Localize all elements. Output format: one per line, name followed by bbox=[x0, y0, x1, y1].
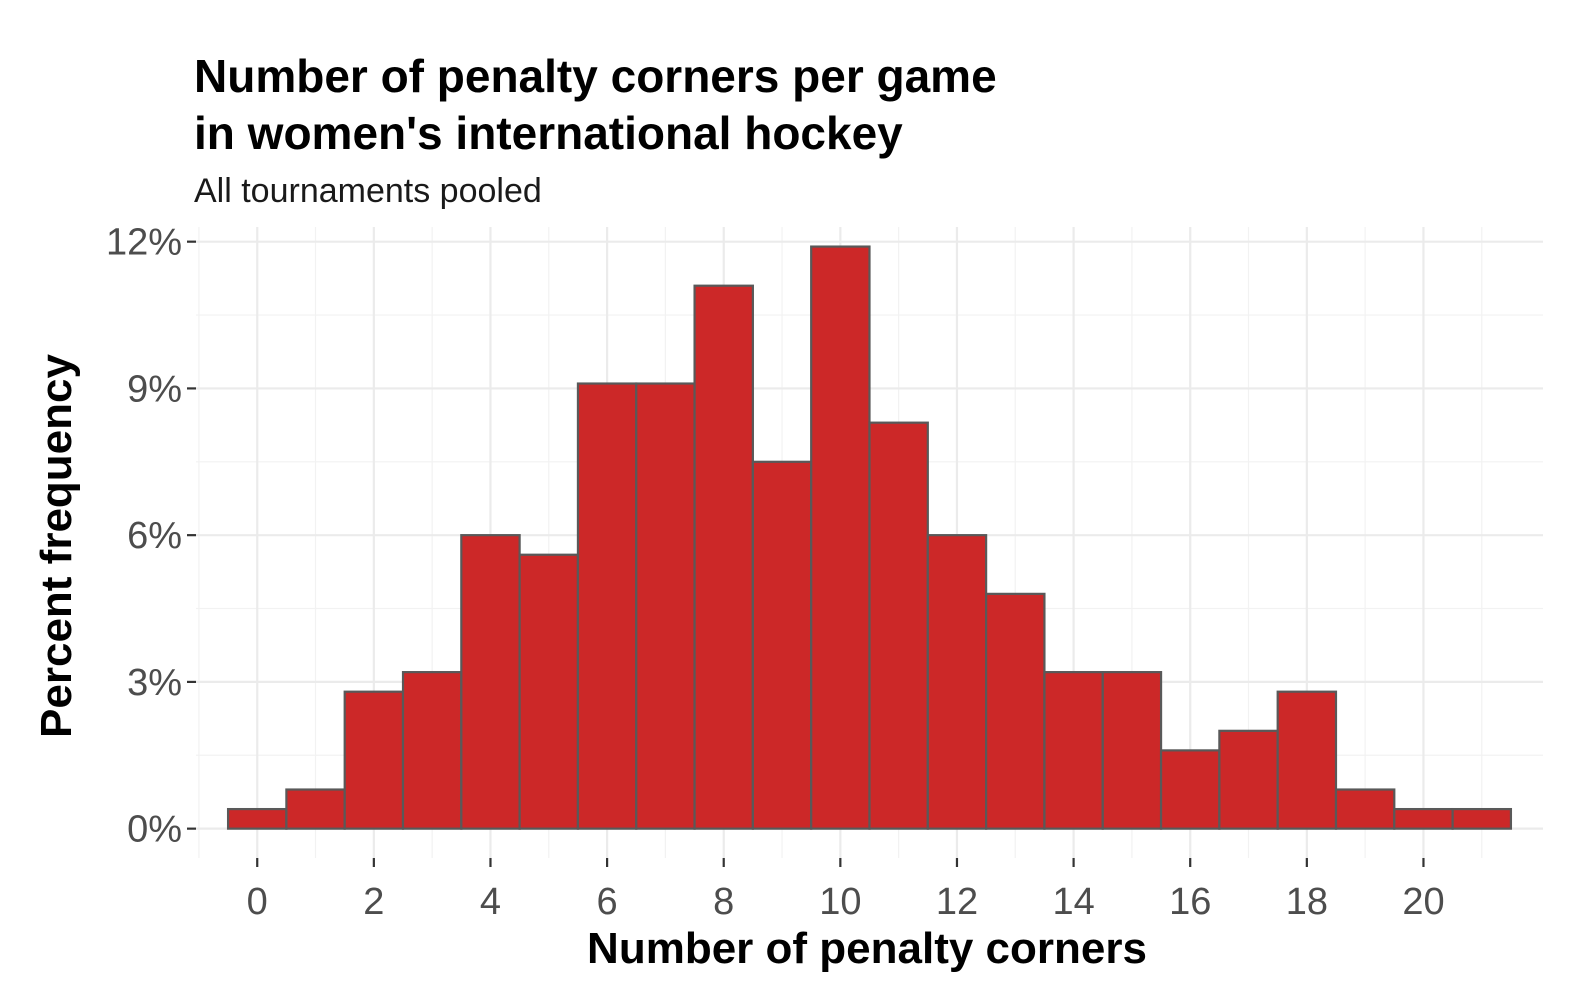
histogram-bar bbox=[343, 690, 405, 830]
x-tick-label: 0 bbox=[247, 881, 268, 923]
chart-title-line1: Number of penalty corners per game bbox=[194, 50, 997, 102]
histogram-bar bbox=[926, 534, 988, 830]
histogram-bar bbox=[1101, 671, 1163, 830]
histogram-bar bbox=[226, 807, 288, 830]
axes: 0 2 4 6 8 10 12 14 16 18 20 0% 3% 6% 9% 12% bbox=[106, 222, 1445, 923]
histogram-bar bbox=[460, 534, 521, 830]
x-tick-label: 2 bbox=[363, 881, 384, 923]
y-axis-title: Percent frequency bbox=[32, 354, 81, 738]
chart-title-line2: in women's international hockey bbox=[194, 107, 903, 159]
y-tick-label: 12% bbox=[106, 222, 182, 264]
x-tick-label: 14 bbox=[1052, 881, 1094, 923]
histogram-bar bbox=[1451, 807, 1513, 830]
x-tick-label: 20 bbox=[1402, 881, 1444, 923]
y-tick-label: 3% bbox=[127, 662, 182, 704]
histogram-bar bbox=[401, 671, 463, 830]
x-tick-label: 6 bbox=[597, 881, 618, 923]
histogram-bar bbox=[1393, 807, 1454, 830]
x-tick-label: 18 bbox=[1286, 881, 1328, 923]
histogram-bar bbox=[1043, 671, 1104, 830]
histogram-bar bbox=[1334, 788, 1396, 830]
histogram-bar bbox=[810, 245, 871, 830]
x-tick-label: 8 bbox=[713, 881, 734, 923]
histogram-bar bbox=[1218, 729, 1279, 830]
x-axis-title: Number of penalty corners bbox=[587, 924, 1147, 973]
histogram-bar bbox=[518, 553, 580, 830]
histogram-bar bbox=[635, 382, 696, 830]
bars bbox=[226, 245, 1513, 830]
y-tick-label: 9% bbox=[127, 368, 182, 410]
histogram-bar bbox=[985, 592, 1046, 830]
x-tick-label: 10 bbox=[819, 881, 861, 923]
histogram-bar bbox=[868, 421, 929, 830]
x-tick-label: 16 bbox=[1169, 881, 1211, 923]
histogram-bar bbox=[751, 460, 813, 830]
histogram-bar bbox=[576, 382, 638, 830]
histogram-bar bbox=[1159, 749, 1221, 830]
chart-subtitle: All tournaments pooled bbox=[194, 172, 542, 210]
x-tick-label: 12 bbox=[936, 881, 978, 923]
y-tick-label: 0% bbox=[127, 809, 182, 851]
histogram-bar bbox=[693, 284, 754, 830]
histogram-bar bbox=[285, 788, 346, 830]
y-tick-label: 6% bbox=[127, 515, 182, 557]
histogram-bar bbox=[1276, 690, 1338, 830]
x-tick-label: 4 bbox=[480, 881, 501, 923]
